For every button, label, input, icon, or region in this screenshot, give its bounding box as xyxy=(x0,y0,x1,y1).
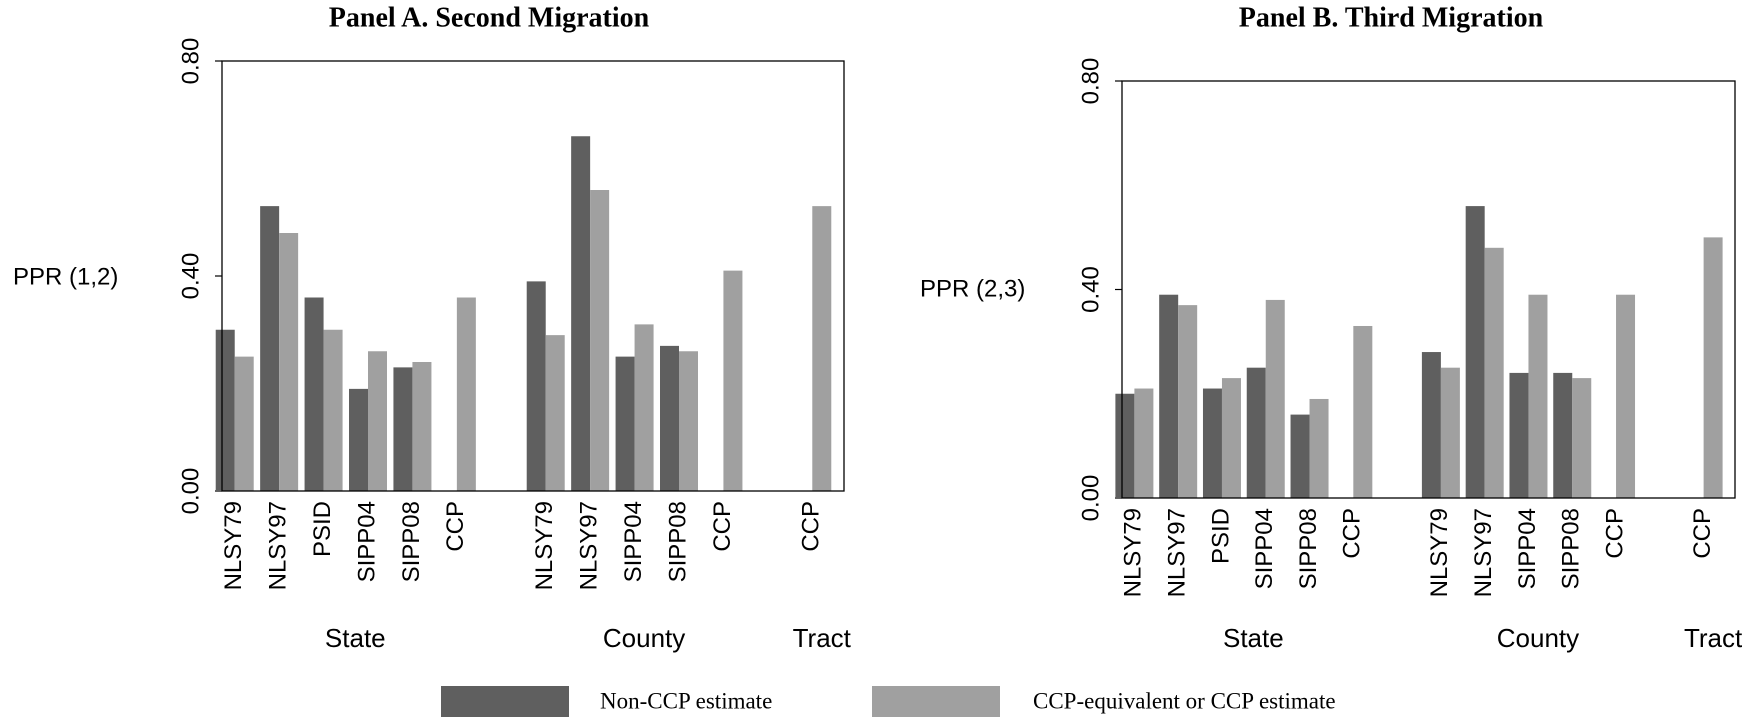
bar xyxy=(1221,378,1241,498)
x-tick-label: CCP xyxy=(1689,508,1716,559)
bar xyxy=(634,324,654,491)
group-label: State xyxy=(1223,623,1284,653)
bar xyxy=(1178,305,1198,498)
bar xyxy=(1290,414,1310,498)
x-tick-label: CCP xyxy=(442,501,469,552)
y-tick-label: 0.80 xyxy=(1077,58,1104,105)
x-tick-label: NLSY97 xyxy=(1164,508,1191,597)
bar xyxy=(812,206,832,491)
bar xyxy=(304,297,324,491)
bar xyxy=(615,356,635,491)
bar xyxy=(393,367,413,491)
bar xyxy=(679,351,698,491)
x-tick-label: PSID xyxy=(1207,508,1234,564)
x-tick-label: CCP xyxy=(1601,508,1628,559)
bar xyxy=(1159,294,1179,498)
bar xyxy=(1509,372,1529,498)
bar xyxy=(234,356,254,491)
bar xyxy=(279,233,299,491)
y-tick-label: 0.00 xyxy=(1077,475,1104,522)
x-tick-label: NLSY97 xyxy=(1470,508,1497,597)
y-tick-label: 0.00 xyxy=(177,468,204,515)
bar xyxy=(456,297,476,491)
bar xyxy=(1265,299,1285,498)
bar xyxy=(215,329,235,491)
bar xyxy=(1134,388,1154,498)
x-tick-label: NLSY79 xyxy=(1426,508,1453,597)
bar xyxy=(1440,367,1460,498)
x-tick-label: SIPP04 xyxy=(620,501,647,582)
group-label: County xyxy=(1497,623,1579,653)
bar xyxy=(1528,294,1548,498)
x-tick-label: NLSY79 xyxy=(220,501,247,590)
x-tick-label: PSID xyxy=(309,501,336,557)
bar xyxy=(1703,237,1723,498)
x-tick-label: NLSY97 xyxy=(264,501,291,590)
legend-label: Non-CCP estimate xyxy=(600,688,772,713)
x-tick-label: NLSY79 xyxy=(1120,508,1147,597)
bar xyxy=(260,206,280,491)
bar xyxy=(1246,367,1266,498)
bar xyxy=(590,190,610,491)
legend-label: CCP-equivalent or CCP estimate xyxy=(1033,688,1336,713)
x-tick-label: SIPP08 xyxy=(664,501,691,582)
group-label: County xyxy=(603,623,685,653)
x-tick-label: SIPP04 xyxy=(353,501,380,582)
bar xyxy=(1421,352,1441,498)
plot-frame xyxy=(1121,80,1736,499)
bar xyxy=(412,362,432,491)
bar xyxy=(545,335,565,491)
group-label: State xyxy=(325,623,386,653)
plot-frame xyxy=(221,60,845,492)
y-tick-label: 0.80 xyxy=(177,38,204,85)
legend-swatch xyxy=(872,686,1000,717)
bar xyxy=(1465,206,1485,498)
x-tick-label: NLSY79 xyxy=(531,501,558,590)
bar xyxy=(1353,325,1373,498)
x-tick-label: SIPP08 xyxy=(1295,508,1322,589)
y-axis-label: PPR (1,2) xyxy=(13,263,118,290)
y-tick-label: 0.40 xyxy=(1077,266,1104,313)
bar xyxy=(323,329,343,491)
x-tick-label: CCP xyxy=(709,501,736,552)
x-tick-label: CCP xyxy=(798,501,825,552)
chart-title: Panel A. Second Migration xyxy=(329,2,650,33)
group-label: Tract xyxy=(793,623,852,653)
bar xyxy=(1309,398,1329,498)
bar xyxy=(368,351,387,491)
legend-swatch xyxy=(441,686,569,717)
bar xyxy=(571,136,591,491)
bar xyxy=(723,270,743,491)
bar xyxy=(1115,393,1135,498)
bar xyxy=(1484,247,1504,498)
x-tick-label: SIPP04 xyxy=(1514,508,1541,589)
x-tick-label: NLSY97 xyxy=(575,501,602,590)
y-axis-label: PPR (2,3) xyxy=(920,275,1025,302)
group-label: Tract xyxy=(1684,623,1742,653)
bar xyxy=(1202,388,1222,498)
x-tick-label: CCP xyxy=(1339,508,1366,559)
chart-title: Panel B. Third Migration xyxy=(1239,2,1544,33)
bar xyxy=(1616,294,1636,498)
x-tick-label: SIPP08 xyxy=(1558,508,1585,589)
x-tick-label: SIPP04 xyxy=(1251,508,1278,589)
bar xyxy=(660,345,679,491)
x-tick-label: SIPP08 xyxy=(398,501,425,582)
bar xyxy=(349,388,368,491)
y-tick-label: 0.40 xyxy=(177,253,204,300)
bar xyxy=(526,281,546,491)
bar xyxy=(1572,378,1592,498)
bar xyxy=(1553,372,1573,498)
